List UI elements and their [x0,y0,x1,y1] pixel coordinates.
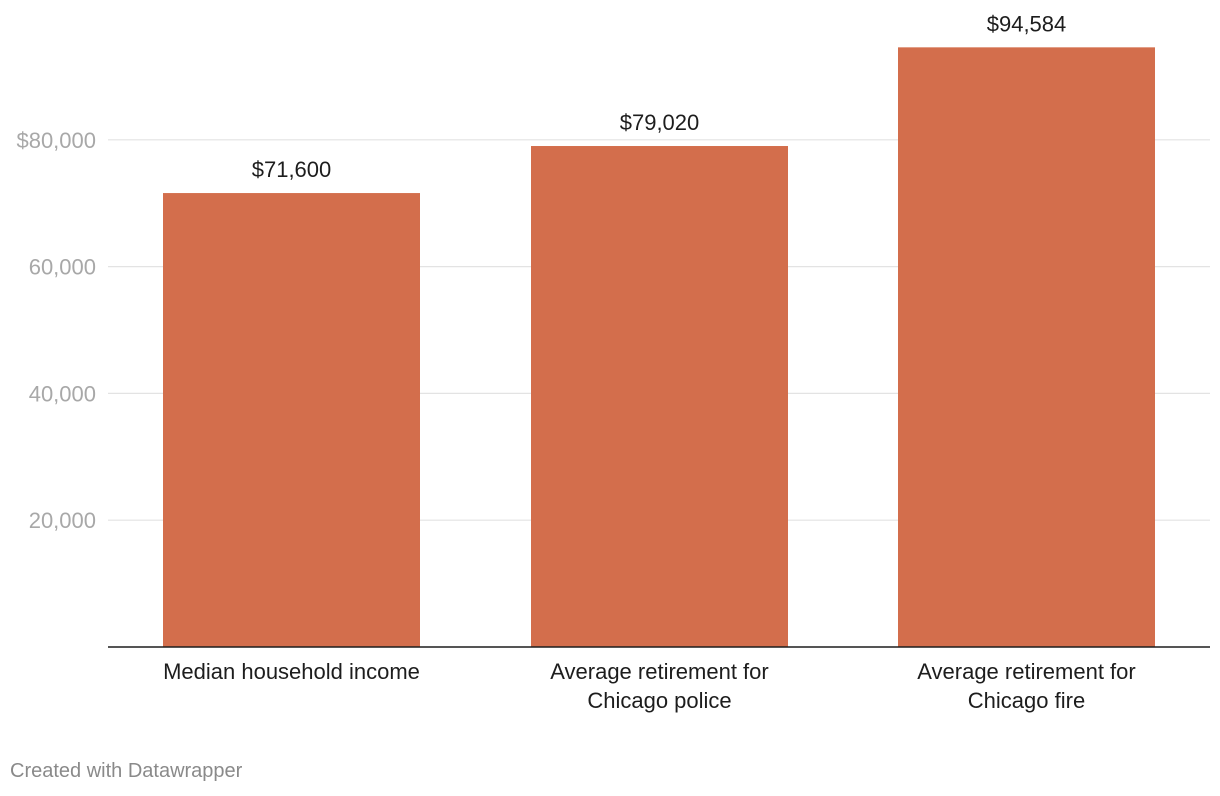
y-tick-label: $80,000 [16,128,96,153]
datawrapper-credit: Created with Datawrapper [10,760,243,782]
bar-value-label: $94,584 [987,11,1067,36]
x-category-label-line: Chicago police [587,688,731,713]
x-category-label: Median household income [163,659,420,684]
value-labels: $71,600 $79,020 $94,584 [252,11,1067,182]
x-category-label: Average retirement for Chicago fire [917,659,1135,713]
x-category-label-line: Chicago fire [968,688,1085,713]
bar [531,146,788,648]
y-tick-label: 60,000 [29,255,96,280]
y-tick-label: 40,000 [29,381,96,406]
bar-value-label: $71,600 [252,157,332,182]
bars [163,47,1155,648]
bar [163,193,420,647]
y-axis-ticks: 20,000 40,000 60,000 $80,000 [16,128,96,533]
x-category-label-line: Average retirement for [917,659,1135,684]
x-category-label-line: Average retirement for [550,659,768,684]
x-axis-category-labels: Median household income Average retiremen… [163,659,1136,713]
x-category-label: Average retirement for Chicago police [550,659,768,713]
bar [898,47,1155,647]
y-tick-label: 20,000 [29,508,96,533]
bar-value-label: $79,020 [620,110,700,135]
x-category-label-line: Median household income [163,659,420,684]
